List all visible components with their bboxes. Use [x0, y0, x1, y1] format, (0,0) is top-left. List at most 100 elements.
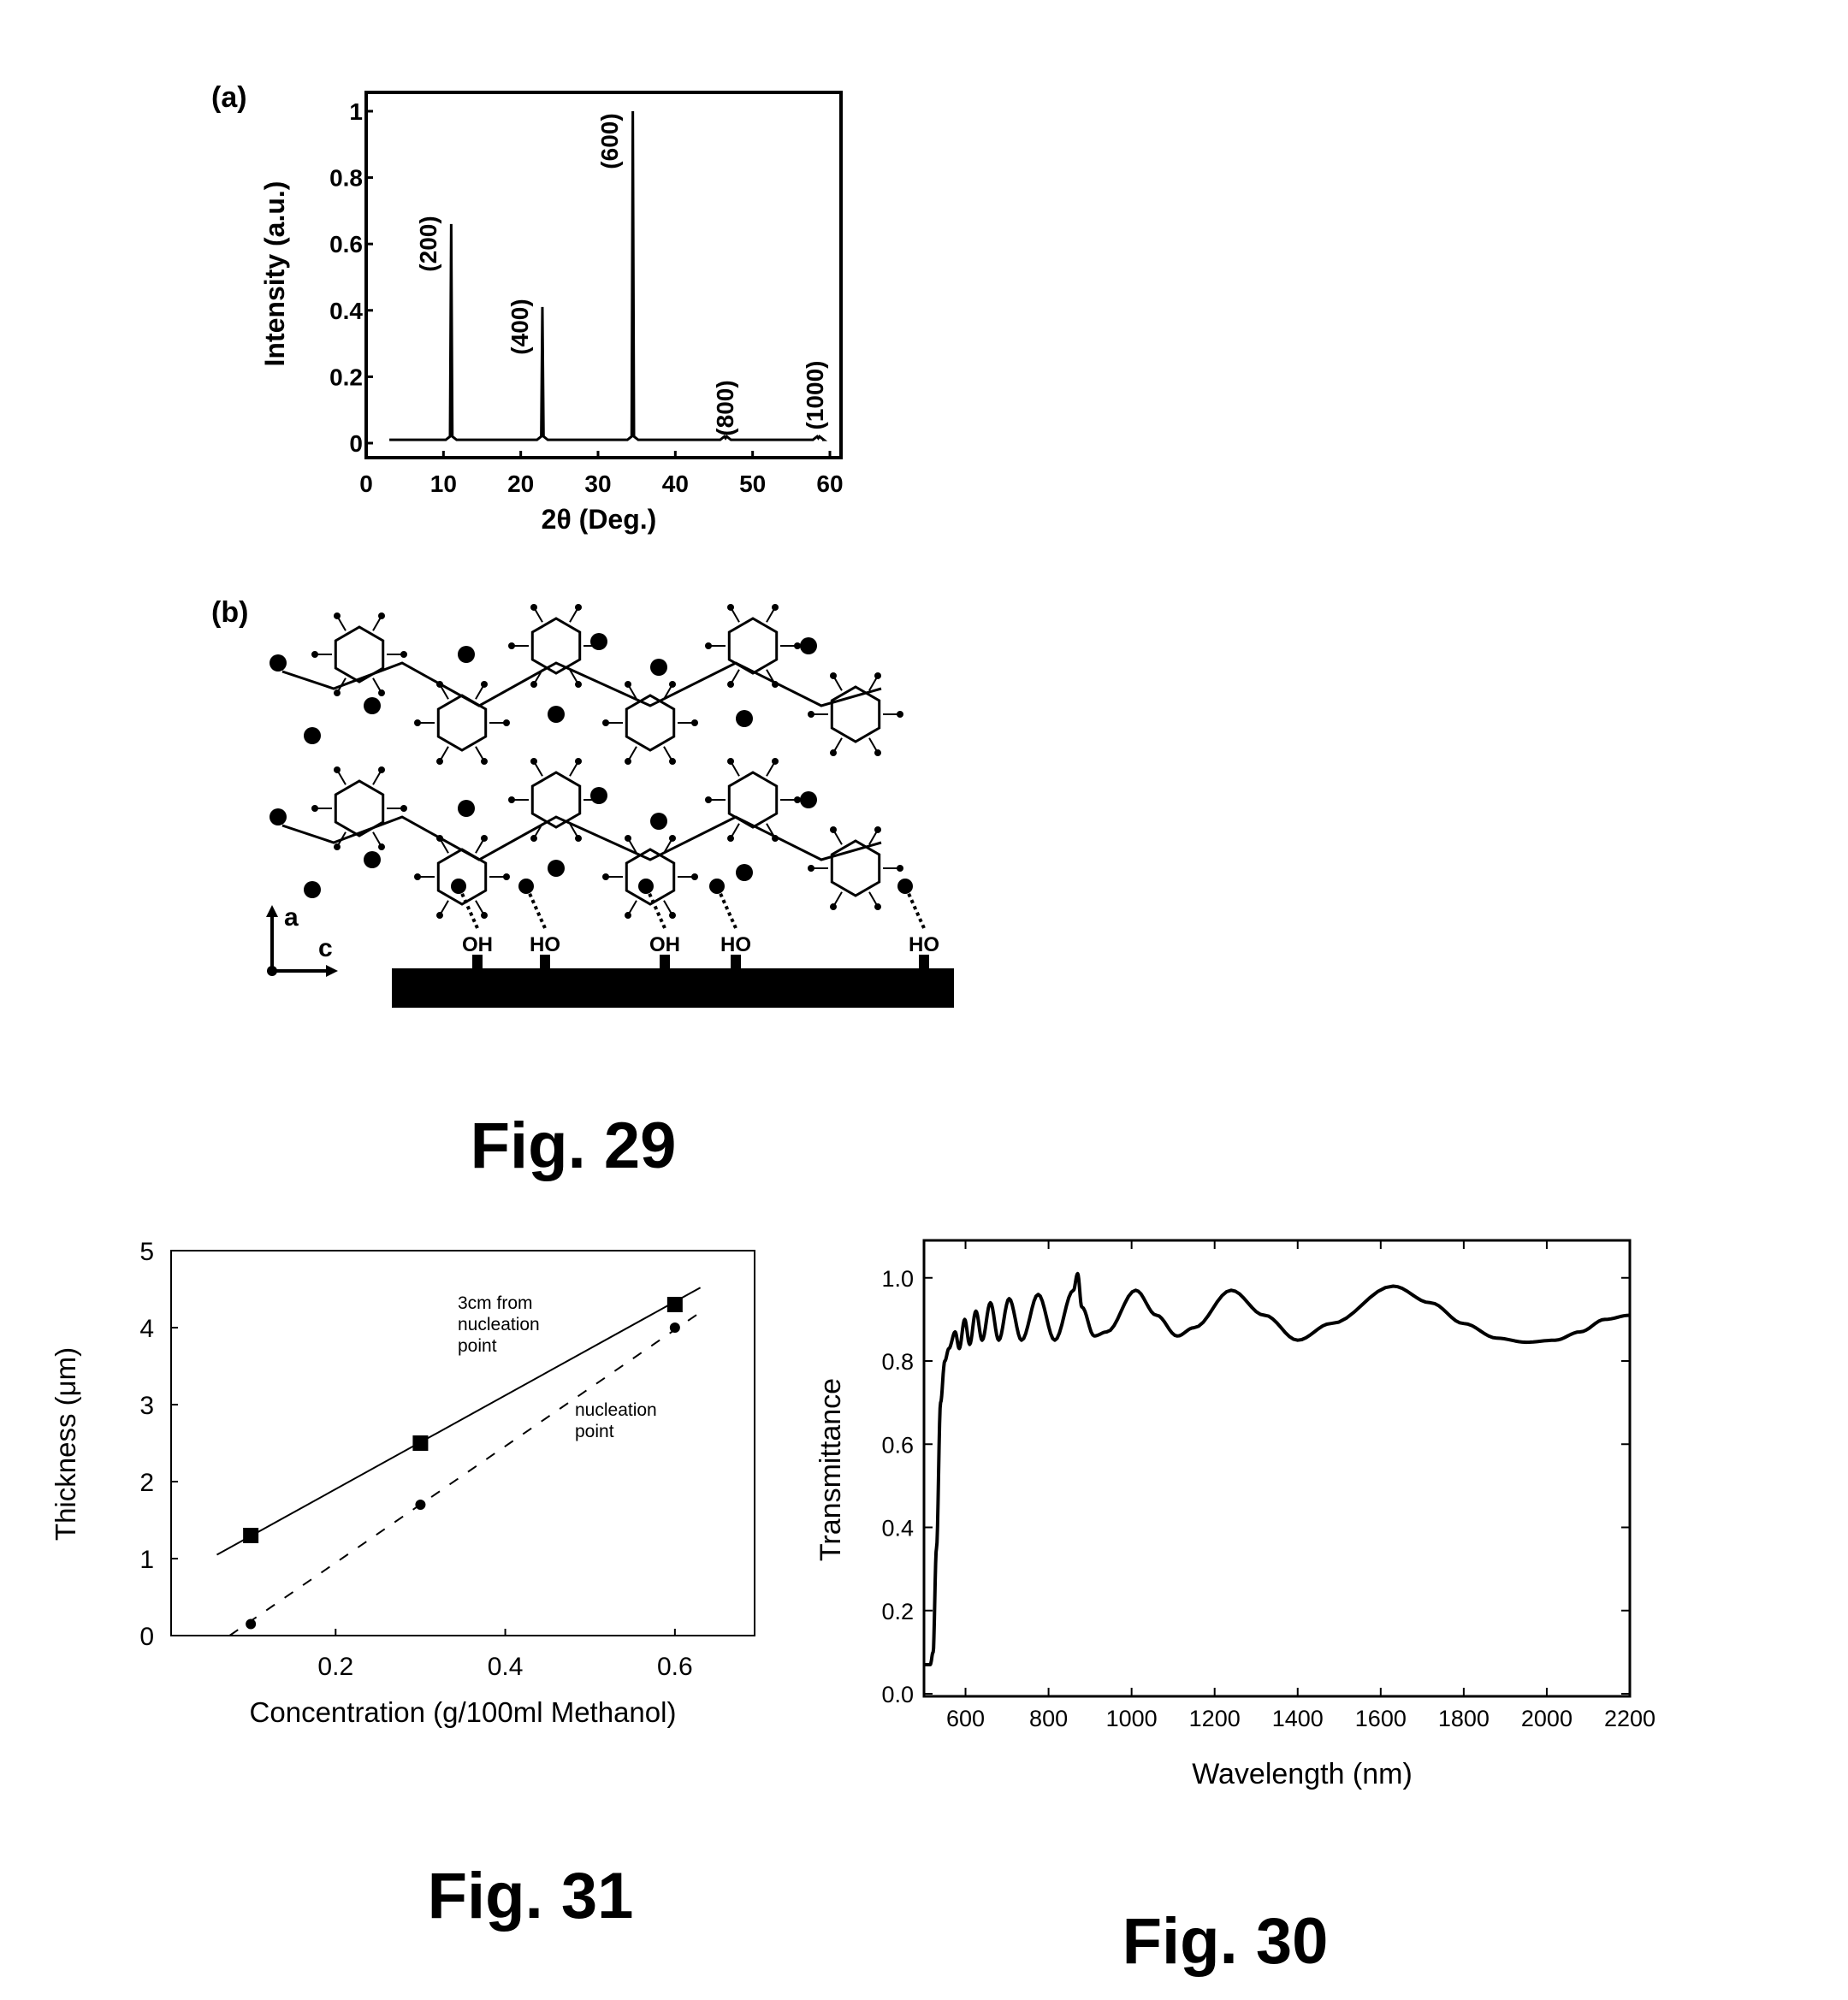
- hydrogen-atom: [378, 612, 385, 619]
- hydrogen-atom: [772, 603, 779, 611]
- hydrogen-atom: [311, 651, 318, 658]
- hydrogen-atom: [874, 825, 881, 833]
- data-point: [412, 1435, 429, 1451]
- x-axis-label: 2θ (Deg.): [542, 504, 657, 535]
- molecule-ring: [830, 685, 881, 743]
- y-tick-label: 3: [139, 1392, 154, 1420]
- plot-frame: [364, 91, 843, 459]
- molecule-ring: [625, 694, 676, 752]
- anchor-group-label: OH: [649, 933, 680, 956]
- hydrogen-atom: [508, 642, 515, 649]
- hydrogen-atom: [530, 681, 537, 689]
- fit-line: [216, 1287, 702, 1556]
- hydrogen-bond: [905, 889, 926, 929]
- hydrogen-atom: [311, 805, 318, 812]
- molecule-ring: [530, 617, 582, 675]
- series-annotation: nucleation: [575, 1400, 657, 1420]
- y-tick-label: 0.4: [329, 298, 363, 324]
- axis-a-label: a: [284, 903, 299, 932]
- oxygen-atom: [590, 633, 607, 650]
- hydrogen-atom: [625, 758, 631, 766]
- hydrogen-atom: [669, 758, 676, 766]
- peak-label: (200): [415, 216, 441, 271]
- molecule-ring: [625, 848, 676, 906]
- y-tick-label: 5: [139, 1238, 154, 1266]
- hydrogen-atom: [575, 835, 582, 843]
- hydrogen-atom: [602, 873, 609, 880]
- x-tick-label: 50: [739, 470, 766, 497]
- hydrogen-atom: [830, 903, 837, 911]
- panel-b-label: (b): [211, 596, 248, 629]
- y-tick-label: 2: [139, 1469, 154, 1497]
- hydrogen-atom: [575, 757, 582, 765]
- hydrogen-atom: [436, 680, 443, 688]
- hydrogen-atom: [705, 796, 712, 803]
- x-tick-label: 40: [662, 470, 689, 497]
- anchor-stub: [731, 955, 741, 968]
- hydrogen-atom: [334, 766, 341, 773]
- hydrogen-atom: [727, 681, 734, 689]
- hydrogen-atom: [400, 651, 407, 658]
- hydrogen-atom: [727, 835, 734, 843]
- peak-label: (800): [712, 380, 738, 435]
- oxygen-atom: [736, 710, 753, 727]
- hydrogen-atom: [830, 825, 837, 833]
- oxygen-atom: [650, 813, 667, 830]
- peak-label: (1000): [802, 361, 828, 430]
- hydrogen-atom: [669, 912, 676, 920]
- x-tick-label: 2000: [1521, 1706, 1573, 1731]
- data-point: [243, 1528, 259, 1543]
- anchor-group-label: HO: [909, 933, 939, 956]
- hydrogen-atom: [727, 603, 734, 611]
- hydrogen-atom: [436, 912, 443, 920]
- hydrogen-atom: [481, 834, 488, 842]
- hydrogen-atom: [772, 757, 779, 765]
- y-tick-label: 0.8: [329, 165, 363, 192]
- y-tick-label: 0.2: [881, 1599, 914, 1624]
- molecule-ring: [727, 617, 779, 675]
- oxygen-atom: [548, 860, 565, 877]
- oxygen-atom: [709, 879, 725, 894]
- fig29b-structure: (b) a c OH HO OH HO HO: [211, 596, 954, 1008]
- hydrogen-atom: [830, 672, 837, 679]
- x-tick-label: 0: [359, 470, 373, 497]
- x-tick-label: 30: [584, 470, 611, 497]
- x-tick-label: 2200: [1604, 1706, 1656, 1731]
- hydrogen-atom: [414, 873, 421, 880]
- hydrogen-atom: [503, 719, 510, 726]
- hydrogen-atom: [727, 757, 734, 765]
- hydrogen-atom: [530, 757, 537, 765]
- anchor-stub: [919, 955, 929, 968]
- x-axis-label: Wavelength (nm): [1192, 1758, 1413, 1790]
- oxygen-atom: [364, 851, 381, 868]
- fig31-chart: Concentration (g/100ml Methanol) Thickne…: [50, 1238, 755, 1728]
- hydrogen-atom: [503, 873, 510, 880]
- oxygen-atom: [800, 791, 817, 808]
- oxygen-atom: [458, 800, 475, 817]
- hydrogen-atom: [669, 680, 676, 688]
- substrate: [392, 968, 954, 1008]
- transmittance-curve: [922, 1271, 1631, 1666]
- series-annotation: 3cm from: [458, 1293, 533, 1313]
- x-tick-label: 60: [816, 470, 843, 497]
- y-tick-label: 1.0: [881, 1266, 914, 1292]
- x-tick-label: 800: [1029, 1706, 1068, 1731]
- oxygen-atom: [800, 637, 817, 654]
- fig31-caption: Fig. 31: [428, 1860, 634, 1932]
- oxygen-atom: [518, 879, 534, 894]
- data-point: [666, 1297, 683, 1312]
- hydrogen-atom: [481, 758, 488, 766]
- hydrogen-atom: [436, 834, 443, 842]
- hydrogen-atom: [334, 689, 341, 697]
- x-tick-label: 1400: [1272, 1706, 1324, 1731]
- y-tick-label: 4: [139, 1315, 154, 1343]
- hydrogen-atom: [378, 766, 385, 773]
- x-tick-label: 1600: [1355, 1706, 1407, 1731]
- hydrogen-atom: [334, 612, 341, 619]
- hydrogen-atom: [874, 672, 881, 679]
- oxygen-atom: [548, 706, 565, 723]
- y-tick-label: 0.6: [881, 1432, 914, 1458]
- data-point: [246, 1618, 257, 1630]
- hydrogen-bond: [646, 889, 666, 929]
- molecule-ring: [830, 839, 881, 897]
